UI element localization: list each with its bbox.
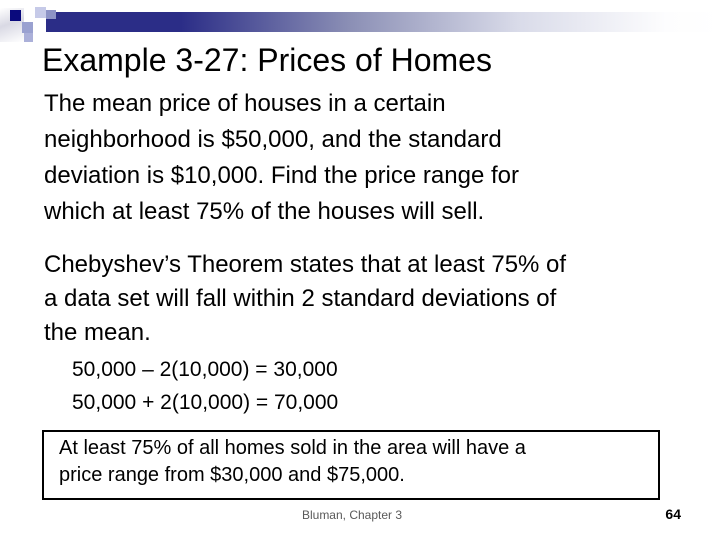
title-gradient-bar [46,12,720,32]
result-line: At least 75% of all homes sold in the ar… [59,437,526,459]
paragraph-line: The mean price of houses in a certain [44,90,446,117]
paragraph-line: deviation is $10,000. Find the price ran… [44,162,519,189]
decoration-square-soft-lavender [24,33,33,42]
top-decoration [0,0,720,60]
decoration-square-navy [10,10,21,21]
body-paragraph-theorem: Chebyshev’s Theorem states that at least… [44,248,566,350]
calculation-lines: 50,000 – 2(10,000) = 30,000 50,000 + 2(1… [72,353,338,419]
decoration-square-mid-lavender [46,10,56,19]
paragraph-line: Chebyshev’s Theorem states that at least… [44,251,567,278]
calculation-line: 50,000 – 2(10,000) = 30,000 [72,358,338,381]
decoration-square-light-lavender [35,7,46,18]
paragraph-line: which at least 75% of the houses will se… [44,198,485,225]
slide-page-number: 64 [665,506,681,522]
paragraph-line: neighborhood is $50,000, and the standar… [44,126,502,153]
result-box: At least 75% of all homes sold in the ar… [42,430,660,500]
decoration-square-lavender [22,22,33,33]
body-paragraph-problem: The mean price of houses in a certain ne… [44,86,519,230]
footer-citation: Bluman, Chapter 3 [301,508,403,522]
calculation-line: 50,000 + 2(10,000) = 70,000 [72,391,339,414]
result-line: price range from $30,000 and $75,000. [59,464,405,486]
slide-title: Example 3-27: Prices of Homes [42,42,492,78]
paragraph-line: a data set will fall within 2 standard d… [44,285,557,312]
paragraph-line: the mean. [44,319,151,346]
